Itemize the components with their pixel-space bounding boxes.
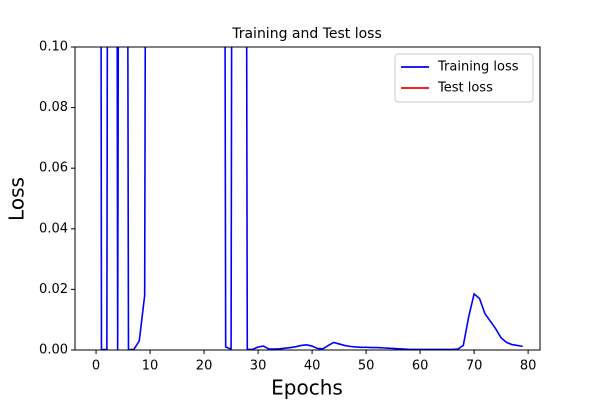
axes-frame (74, 46, 541, 351)
legend-label: Test loss (437, 81, 493, 96)
x-tick-label: 40 (304, 359, 321, 374)
x-tick-label: 30 (250, 359, 267, 374)
y-tick-label: 0.08 (39, 100, 68, 115)
legend-label: Training loss (437, 60, 519, 75)
x-tick-label: 50 (358, 359, 375, 374)
chart-title: Training and Test loss (231, 26, 382, 42)
x-tick-label: 0 (92, 359, 100, 374)
x-tick-label: 10 (142, 359, 159, 374)
plot-area (100, 47, 523, 350)
x-tick-label: 80 (520, 359, 537, 374)
y-tick-label: 0.06 (39, 161, 68, 176)
data-line (100, 47, 523, 350)
y-axis-label: Loss (5, 177, 29, 221)
y-tick-label: 0.00 (39, 343, 68, 358)
x-tick-label: 60 (412, 359, 429, 374)
x-axis-label: Epochs (271, 376, 343, 400)
y-tick-label: 0.04 (39, 221, 68, 236)
y-tick-label: 0.10 (39, 40, 68, 55)
x-tick-label: 70 (466, 359, 483, 374)
legend-box (394, 53, 534, 103)
y-tick-label: 0.02 (39, 282, 68, 297)
x-tick-label: 20 (196, 359, 213, 374)
